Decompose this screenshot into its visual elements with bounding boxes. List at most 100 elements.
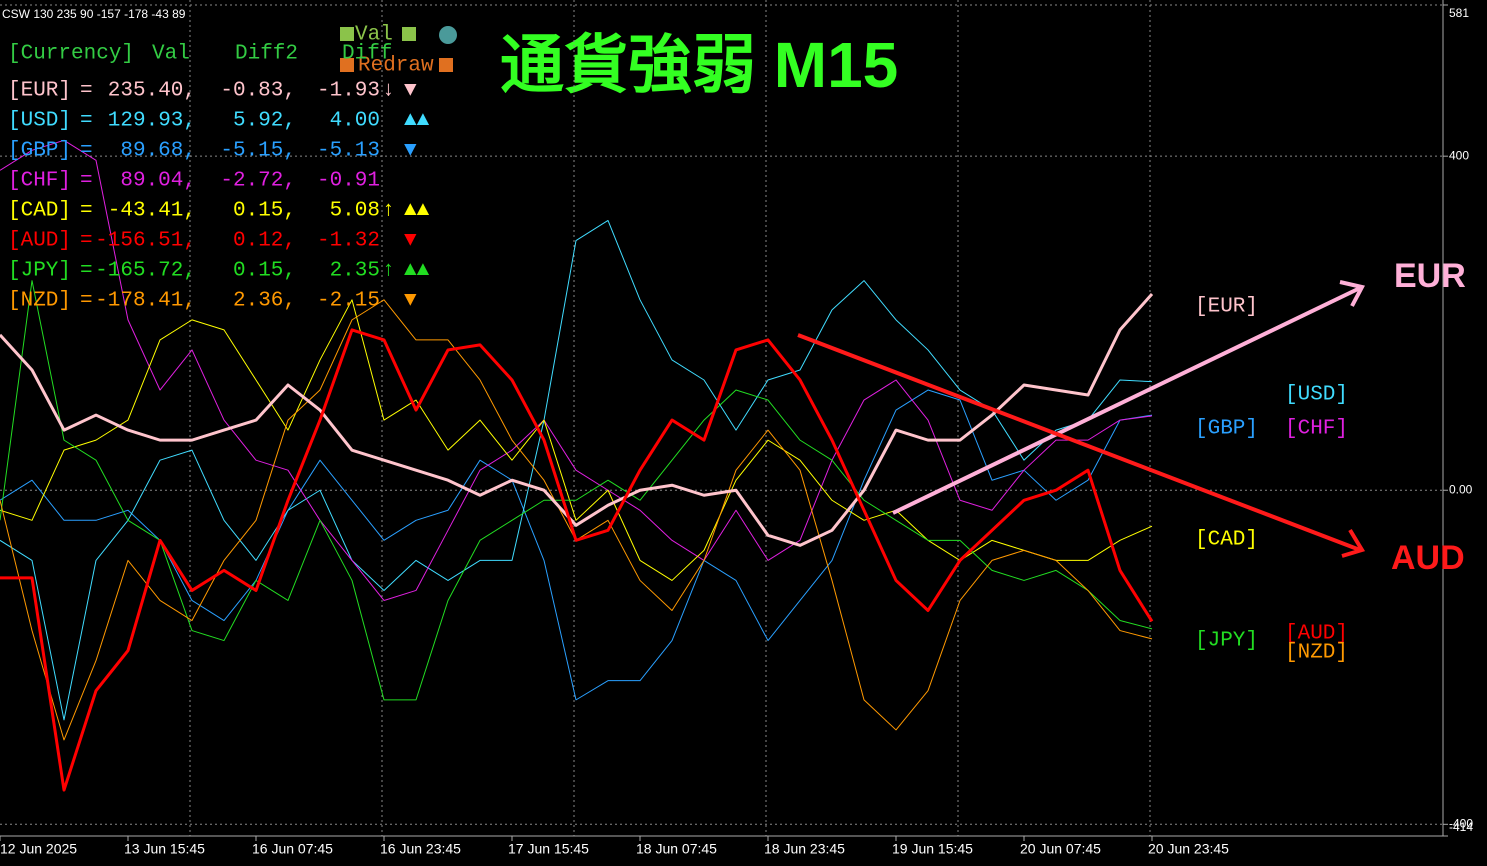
row-equals: = (80, 290, 93, 313)
toggle-button[interactable] (439, 26, 457, 44)
row-currency: [GBP] (8, 140, 71, 163)
x-tick-label: 16 Jun 07:45 (252, 841, 333, 857)
row-diff: -1.32 (317, 230, 380, 253)
row-val: -165.72, (95, 260, 196, 283)
row-currency: [USD] (8, 110, 71, 133)
val-marker (402, 27, 416, 41)
row-diff2: 0.12, (233, 230, 296, 253)
row-signal: ▼ (404, 290, 417, 313)
row-equals: = (80, 140, 93, 163)
row-equals: = (80, 200, 93, 223)
row-diff2: -0.83, (220, 80, 296, 103)
x-tick-label: 18 Jun 07:45 (636, 841, 717, 857)
y-tick-label: 0.00 (1449, 482, 1473, 496)
row-val: 89.04, (120, 170, 196, 193)
row-currency: [JPY] (8, 260, 71, 283)
row-currency: [AUD] (8, 230, 71, 253)
row-val: -178.41, (95, 290, 196, 313)
x-tick-label: 18 Jun 23:45 (764, 841, 845, 857)
row-equals: = (80, 260, 93, 283)
row-equals: = (80, 110, 93, 133)
x-tick-label: 12 Jun 2025 (0, 841, 77, 857)
row-currency: [CHF] (8, 170, 71, 193)
series-line (0, 280, 1153, 701)
y-tick-label: 400 (1449, 148, 1469, 162)
row-trend: ↑ (382, 260, 395, 283)
line-label: [NZD] (1285, 642, 1348, 665)
trend-arrow (892, 286, 1361, 515)
row-val: 129.93, (108, 110, 196, 133)
row-trend: ↑ (382, 200, 395, 223)
row-signal: ▲▲ (404, 200, 430, 223)
row-val: 235.40, (108, 80, 196, 103)
row-signal: ▲▲ (404, 260, 430, 283)
arrow-head (1341, 528, 1366, 558)
y-tick-label: -414 (1449, 820, 1473, 834)
row-signal: ▼ (404, 140, 417, 163)
row-diff2: -2.72, (220, 170, 296, 193)
row-signal: ▼ (404, 80, 417, 103)
row-diff: -5.13 (317, 140, 380, 163)
redraw-button[interactable]: Redraw (358, 55, 434, 78)
row-diff: -1.93 (317, 80, 380, 103)
row-val: -43.41, (108, 200, 196, 223)
line-label: [CAD] (1195, 529, 1258, 552)
x-tick-label: 20 Jun 07:45 (1020, 841, 1101, 857)
table-header: [Currency] (8, 43, 134, 66)
row-val: 89.68, (120, 140, 196, 163)
row-diff: -2.15 (317, 290, 380, 313)
redraw-marker (439, 58, 453, 72)
row-diff: 4.00 (330, 110, 380, 133)
series-line (0, 389, 1153, 701)
annotation: AUD (1391, 539, 1465, 577)
row-equals: = (80, 170, 93, 193)
row-diff: 5.08 (330, 200, 380, 223)
row-signal: ▼ (404, 230, 417, 253)
line-label: [EUR] (1195, 296, 1258, 319)
row-diff: -0.91 (317, 170, 380, 193)
row-currency: [CAD] (8, 200, 71, 223)
table-header: Val (152, 43, 190, 66)
row-diff2: 0.15, (233, 200, 296, 223)
line-label: [CHF] (1285, 418, 1348, 441)
annotation: EUR (1394, 257, 1466, 295)
line-label: [GBP] (1195, 418, 1258, 441)
row-signal: ▲▲ (404, 110, 430, 133)
line-label: [AUD] (1285, 623, 1348, 646)
row-equals: = (80, 80, 93, 103)
x-tick-label: 16 Jun 23:45 (380, 841, 461, 857)
row-diff2: -5.15, (220, 140, 296, 163)
series-line (0, 328, 1154, 792)
series-line (0, 292, 1154, 547)
val-button[interactable]: Val (355, 24, 393, 47)
x-tick-label: 20 Jun 23:45 (1148, 841, 1229, 857)
y-tick-label: 581 (1449, 6, 1469, 20)
row-trend: ↓ (382, 80, 395, 103)
series-line (0, 139, 1153, 601)
row-diff2: 5.92, (233, 110, 296, 133)
chart-title: 通貨強弱 M15 (500, 29, 898, 101)
x-tick-label: 13 Jun 15:45 (124, 841, 205, 857)
series-line (0, 219, 1153, 721)
trend-arrow (797, 333, 1361, 552)
indicator-label: CSW 130 235 90 -157 -178 -43 89 (2, 7, 186, 21)
x-tick-label: 19 Jun 15:45 (892, 841, 973, 857)
row-val: -156.51, (95, 230, 196, 253)
row-currency: [EUR] (8, 80, 71, 103)
line-label: [USD] (1285, 384, 1348, 407)
table-header: Diff2 (235, 43, 298, 66)
plot-area (0, 0, 1443, 837)
row-diff2: 2.36, (233, 290, 296, 313)
row-currency: [NZD] (8, 290, 71, 313)
arrow-head (1339, 280, 1365, 307)
row-equals: = (80, 230, 93, 253)
y-tick-label: -400 (1449, 816, 1473, 830)
row-diff2: 0.15, (233, 260, 296, 283)
val-marker (340, 27, 354, 41)
x-tick-label: 17 Jun 15:45 (508, 841, 589, 857)
line-label: [JPY] (1195, 630, 1258, 653)
row-diff: 2.35 (330, 260, 380, 283)
table-header: Diff (342, 43, 392, 66)
redraw-marker (340, 58, 354, 72)
